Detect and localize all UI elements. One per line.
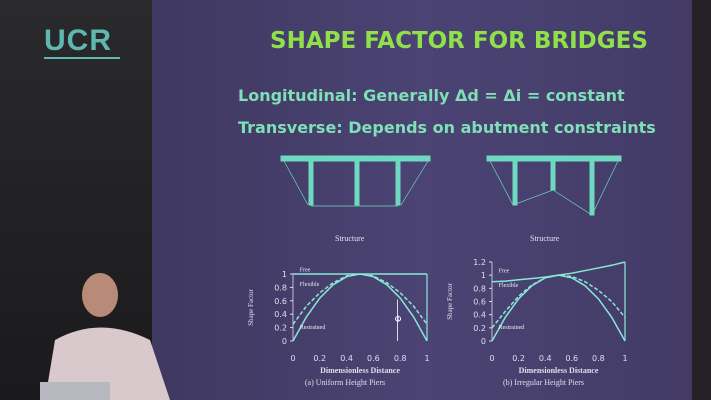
x-tick-label: 0.6 bbox=[367, 354, 380, 363]
structure-label-right: Structure bbox=[530, 234, 560, 243]
y-axis-label: Shape Factor bbox=[446, 282, 454, 319]
x-axis-label: Dimensionless Distance bbox=[320, 366, 400, 375]
y-tick-label: 0.8 bbox=[473, 284, 486, 293]
bridge-diagram-irregular bbox=[486, 155, 622, 216]
x-tick-label: 0.4 bbox=[539, 354, 552, 363]
bridge-pier bbox=[550, 160, 556, 191]
chart-title: (b) Irregular Height Piers bbox=[503, 378, 584, 387]
abutment-line bbox=[283, 160, 309, 206]
y-tick-label: 1.2 bbox=[473, 258, 486, 267]
y-tick-label: 0.8 bbox=[274, 283, 287, 292]
y-tick-label: 0.2 bbox=[473, 324, 486, 333]
y-tick-label: 0.6 bbox=[274, 297, 287, 306]
bridge-pier bbox=[512, 160, 518, 206]
bridge-diagram-uniform bbox=[280, 155, 431, 207]
x-tick-label: 0.6 bbox=[565, 354, 578, 363]
series-restrained bbox=[491, 274, 626, 342]
x-tick-label: 0.8 bbox=[394, 354, 407, 363]
series-label: Flexible bbox=[499, 283, 519, 289]
ground-line bbox=[489, 160, 619, 216]
series-label: Free bbox=[300, 267, 311, 273]
right-wall bbox=[692, 0, 711, 400]
series-label: Free bbox=[499, 269, 510, 275]
phi-annotation: Φ bbox=[395, 315, 402, 325]
x-tick-label: 0 bbox=[489, 354, 494, 363]
y-axis-label: Shape Factor bbox=[247, 288, 255, 325]
ucr-logo: UCR bbox=[44, 24, 112, 57]
transverse-text: Transverse: Depends on abutment constrai… bbox=[238, 118, 656, 137]
chart-title: (a) Uniform Height Piers bbox=[305, 378, 385, 387]
x-tick-label: 1 bbox=[622, 354, 627, 363]
y-tick-label: 0.2 bbox=[274, 324, 287, 333]
bridge-deck bbox=[486, 155, 622, 162]
y-tick-label: 0.4 bbox=[274, 310, 287, 319]
logo-underline bbox=[44, 57, 120, 59]
laptop bbox=[40, 382, 110, 400]
longitudinal-text: Longitudinal: Generally Δd = Δi = consta… bbox=[238, 86, 625, 105]
x-tick-label: 1 bbox=[424, 354, 429, 363]
y-tick-label: 0 bbox=[481, 337, 486, 346]
series-free bbox=[491, 261, 626, 283]
y-tick-label: 0.6 bbox=[473, 298, 486, 307]
x-tick-label: 0.8 bbox=[592, 354, 605, 363]
x-tick-label: 0 bbox=[290, 354, 295, 363]
bridge-pier bbox=[354, 160, 360, 206]
slide-title: SHAPE FACTOR FOR BRIDGES bbox=[270, 28, 648, 54]
bridge-pier bbox=[589, 160, 595, 216]
y-tick-label: 0 bbox=[282, 337, 287, 346]
presenter-head bbox=[82, 273, 118, 317]
x-tick-label: 0.2 bbox=[512, 354, 525, 363]
presenter bbox=[40, 273, 170, 400]
abutment-line bbox=[400, 160, 429, 206]
structure-label-left: Structure bbox=[335, 234, 365, 243]
x-tick-label: 0.4 bbox=[340, 354, 353, 363]
y-tick-label: 0.4 bbox=[473, 311, 486, 320]
series-label: Flexible bbox=[300, 282, 320, 288]
presenter-shirt bbox=[45, 327, 170, 400]
series-label: Restrained bbox=[499, 325, 525, 331]
x-axis-label: Dimensionless Distance bbox=[519, 366, 599, 375]
bridge-deck bbox=[280, 155, 431, 162]
y-tick-label: 1 bbox=[282, 270, 287, 279]
series-label: Restrained bbox=[300, 325, 326, 331]
x-tick-label: 0.2 bbox=[313, 354, 326, 363]
y-tick-label: 1 bbox=[481, 271, 486, 280]
bridge-pier bbox=[308, 160, 314, 206]
series-restrained bbox=[292, 273, 428, 342]
bridge-pier bbox=[395, 160, 401, 206]
